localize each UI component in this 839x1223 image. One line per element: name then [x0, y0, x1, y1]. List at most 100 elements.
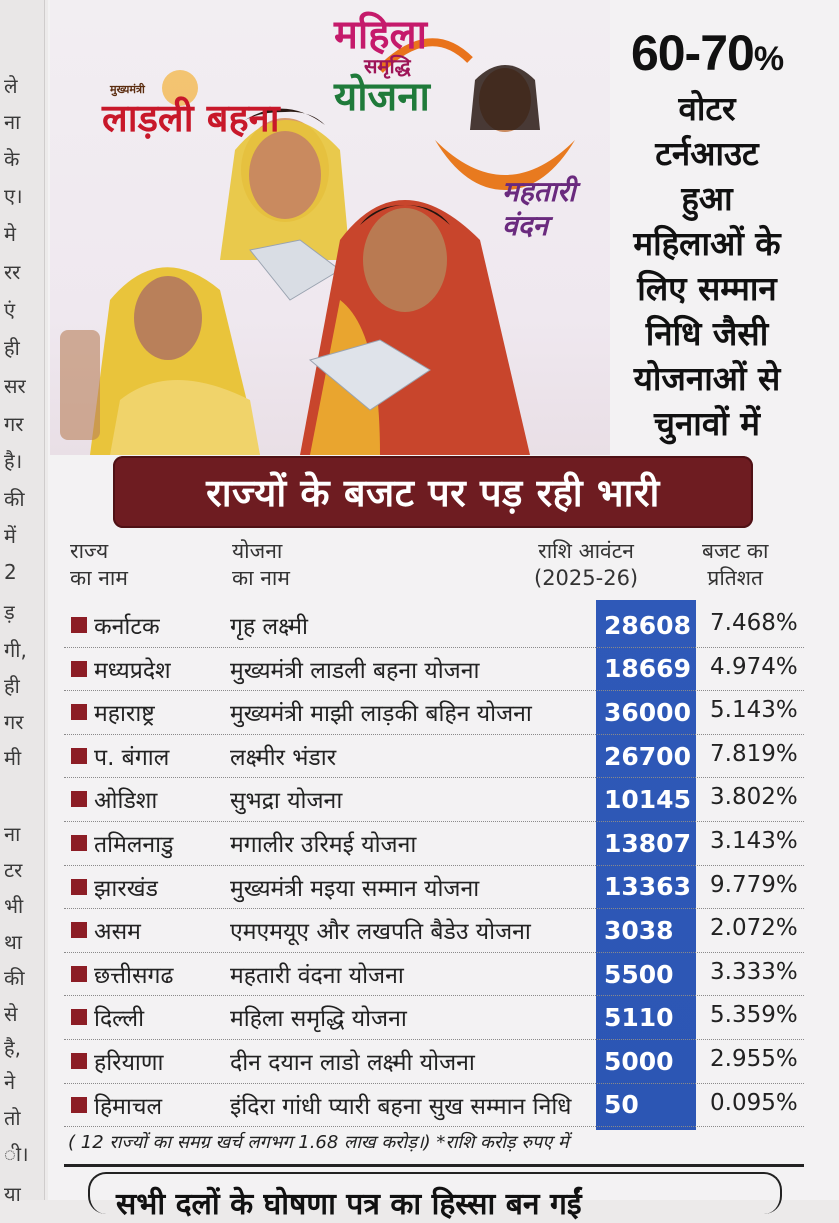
- woman-face-3: [363, 208, 447, 312]
- col-header-amount-l1: राशि आवंटन: [538, 539, 634, 563]
- next-heading-box: सभी दलों के घोषणा पत्र का हिस्सा बन गईं: [88, 1172, 782, 1222]
- scheme-name: एमएमयूए और लखपति बैडेउ योजना: [230, 919, 531, 946]
- divider-rule: [64, 1164, 804, 1167]
- budget-percent: 3.143%: [710, 827, 798, 854]
- scheme-name: इंदिरा गांधी प्यारी बहना सुख सम्मान निधि: [230, 1093, 572, 1120]
- col-header-state-l2: का नाम: [70, 566, 128, 590]
- woman-face-1b: [249, 131, 321, 219]
- allocation-amount: 5500: [604, 959, 674, 989]
- scheme-name: मुख्यमंत्री मइया सम्मान योजना: [230, 875, 480, 902]
- allocation-amount: 26700: [604, 741, 691, 771]
- allocation-amount: 3038: [604, 915, 674, 945]
- row-bullet-icon: [71, 617, 87, 633]
- turnout-text: वोटर टर्नआउट हुआ महिलाओं के लिए सम्मान निधि ज…: [612, 86, 802, 446]
- state-name: महाराष्ट्र: [94, 701, 155, 728]
- state-name: तमिलनाडु: [94, 831, 174, 858]
- mahila-samriddhi-logo: महिला समृद्धि योजना: [334, 14, 430, 118]
- allocation-amount: 18669: [604, 654, 691, 684]
- budget-percent: 3.802%: [710, 784, 798, 811]
- banner-title: राज्यों के बजट पर पड़ रही भारी: [206, 471, 660, 515]
- state-name: मध्यप्रदेश: [94, 657, 171, 684]
- col-header-scheme-l2: का नाम: [232, 566, 290, 590]
- budget-percent: 2.072%: [710, 915, 798, 942]
- row-bullet-icon: [71, 1009, 87, 1026]
- voter-turnout-note: 60-70% वोटर टर्नआउट हुआ महिलाओं के लिए सम्मा…: [612, 24, 802, 446]
- adjacent-text-fragment: ले: [4, 74, 18, 98]
- adjacent-text-fragment: ही: [4, 674, 20, 698]
- turnout-text-line: चुनावों में: [654, 404, 760, 443]
- state-name: ओडिशा: [94, 788, 158, 815]
- adjacent-text-fragment: मे: [4, 222, 16, 246]
- table-row: ओडिशा सुभद्रा योजना 10145 3.802%: [64, 778, 804, 822]
- turnout-percent: 60-70%: [612, 24, 802, 82]
- allocation-amount: 13363: [604, 872, 691, 902]
- turnout-text-line: महिलाओं के: [633, 224, 781, 263]
- adjacent-text-fragment: ड़: [4, 600, 15, 624]
- table-row: महाराष्ट्र मुख्यमंत्री माझी लाड़की बहिन य…: [64, 691, 804, 735]
- allocation-amount: 10145: [604, 785, 691, 815]
- table-row: हिमाचल इंदिरा गांधी प्यारी बहना सुख सम्मा…: [64, 1084, 804, 1128]
- turnout-text-line: वोटर: [678, 89, 736, 128]
- allocation-amount: 28608: [604, 610, 691, 640]
- cash-fan-2: [308, 339, 431, 411]
- table-row: दिल्ली महिला समृद्धि योजना 5110 5.359%: [64, 996, 804, 1040]
- scheme-name: गृह लक्ष्मी: [230, 614, 309, 640]
- adjacent-text-fragment: एं: [4, 298, 16, 322]
- woman-saree-2: [110, 380, 260, 455]
- allocation-amount: 36000: [604, 697, 691, 727]
- budget-percent: 3.333%: [710, 958, 798, 985]
- adjacent-text-fragment: या: [4, 1182, 21, 1206]
- table-row: प. बंगाल लक्ष्मीर भंडार 26700 7.819%: [64, 735, 804, 779]
- adjacent-text-fragment: भी: [4, 894, 24, 918]
- table-row: झारखंड मुख्यमंत्री मइया सम्मान योजना 13363…: [64, 866, 804, 910]
- turnout-text-line: लिए सम्मान: [637, 269, 777, 308]
- col-header-percent-l1: बजट का: [702, 539, 769, 563]
- next-heading-text: सभी दलों के घोषणा पत्र का हिस्सा बन गईं: [116, 1187, 582, 1222]
- budget-percent: 5.359%: [710, 1002, 798, 1029]
- adjacent-text-fragment: में: [4, 524, 16, 548]
- budget-percent: 7.819%: [710, 740, 798, 767]
- mahila-logo-line1: महिला: [334, 11, 427, 58]
- adjacent-text-fragment: तो: [4, 1106, 21, 1130]
- table-row: कर्नाटक गृह लक्ष्मी 28608 7.468%: [64, 604, 804, 648]
- lotus-decoration: [435, 140, 575, 190]
- adjacent-text-fragment: ही: [4, 336, 20, 360]
- mahila-logo-line2: समृद्धि: [364, 54, 411, 78]
- table-row: मध्यप्रदेश मुख्यमंत्री लाडली बहना योजना 18…: [64, 648, 804, 692]
- state-name: छत्तीसगढ: [94, 962, 174, 989]
- row-bullet-icon: [71, 878, 87, 895]
- adjacent-text-fragment: के: [4, 147, 20, 171]
- scheme-name: दीन दयान लाडो लक्ष्मी योजना: [230, 1049, 475, 1076]
- adjacent-text-fragment: गर: [4, 710, 24, 734]
- budget-percent: 2.955%: [710, 1045, 798, 1072]
- allocation-amount: 50: [604, 1090, 639, 1120]
- budget-percent: 5.143%: [710, 697, 798, 724]
- woman-face-2: [134, 276, 202, 360]
- sun-decoration: [162, 70, 198, 106]
- adjacent-text-fragment: ने: [4, 1070, 16, 1094]
- col-header-percent-l2: प्रतिशत: [707, 566, 763, 590]
- adjacent-text-fragment: ना: [4, 822, 21, 846]
- adjacent-text-fragment: गर: [4, 412, 24, 436]
- col-header-scheme-l1: योजना: [232, 539, 283, 563]
- adjacent-article-column: ले ना के ए। मे रर एं ही सर गर है। की में 2 ड़ गी, ही गर मी…: [0, 0, 45, 1206]
- mahila-logo-line3: योजना: [334, 73, 430, 120]
- adjacent-text-fragment: था: [4, 930, 22, 954]
- budget-percent: 0.095%: [710, 1089, 798, 1116]
- col-header-amount-l2: (2025-26): [534, 566, 639, 590]
- turnout-text-line: टर्नआउट: [655, 134, 759, 173]
- row-bullet-icon: [71, 1096, 87, 1113]
- adjacent-text-fragment: है।: [4, 449, 23, 473]
- adjacent-text-fragment: सर: [4, 374, 26, 398]
- adjacent-text-fragment: रर: [4, 260, 21, 284]
- table-row: तमिलनाडु मगालीर उरिमई योजना 13807 3.143%: [64, 822, 804, 866]
- scheme-name: लक्ष्मीर भंडार: [230, 744, 337, 771]
- state-name: झारखंड: [94, 875, 158, 902]
- adjacent-text-fragment: 2: [4, 560, 17, 584]
- scheme-name: मुख्यमंत्री लाडली बहना योजना: [230, 657, 480, 684]
- row-bullet-icon: [71, 922, 87, 939]
- woman-hair-4: [470, 65, 540, 130]
- row-bullet-icon: [71, 834, 87, 851]
- state-name: हिमाचल: [94, 1093, 163, 1120]
- budget-percent: 9.779%: [710, 871, 798, 898]
